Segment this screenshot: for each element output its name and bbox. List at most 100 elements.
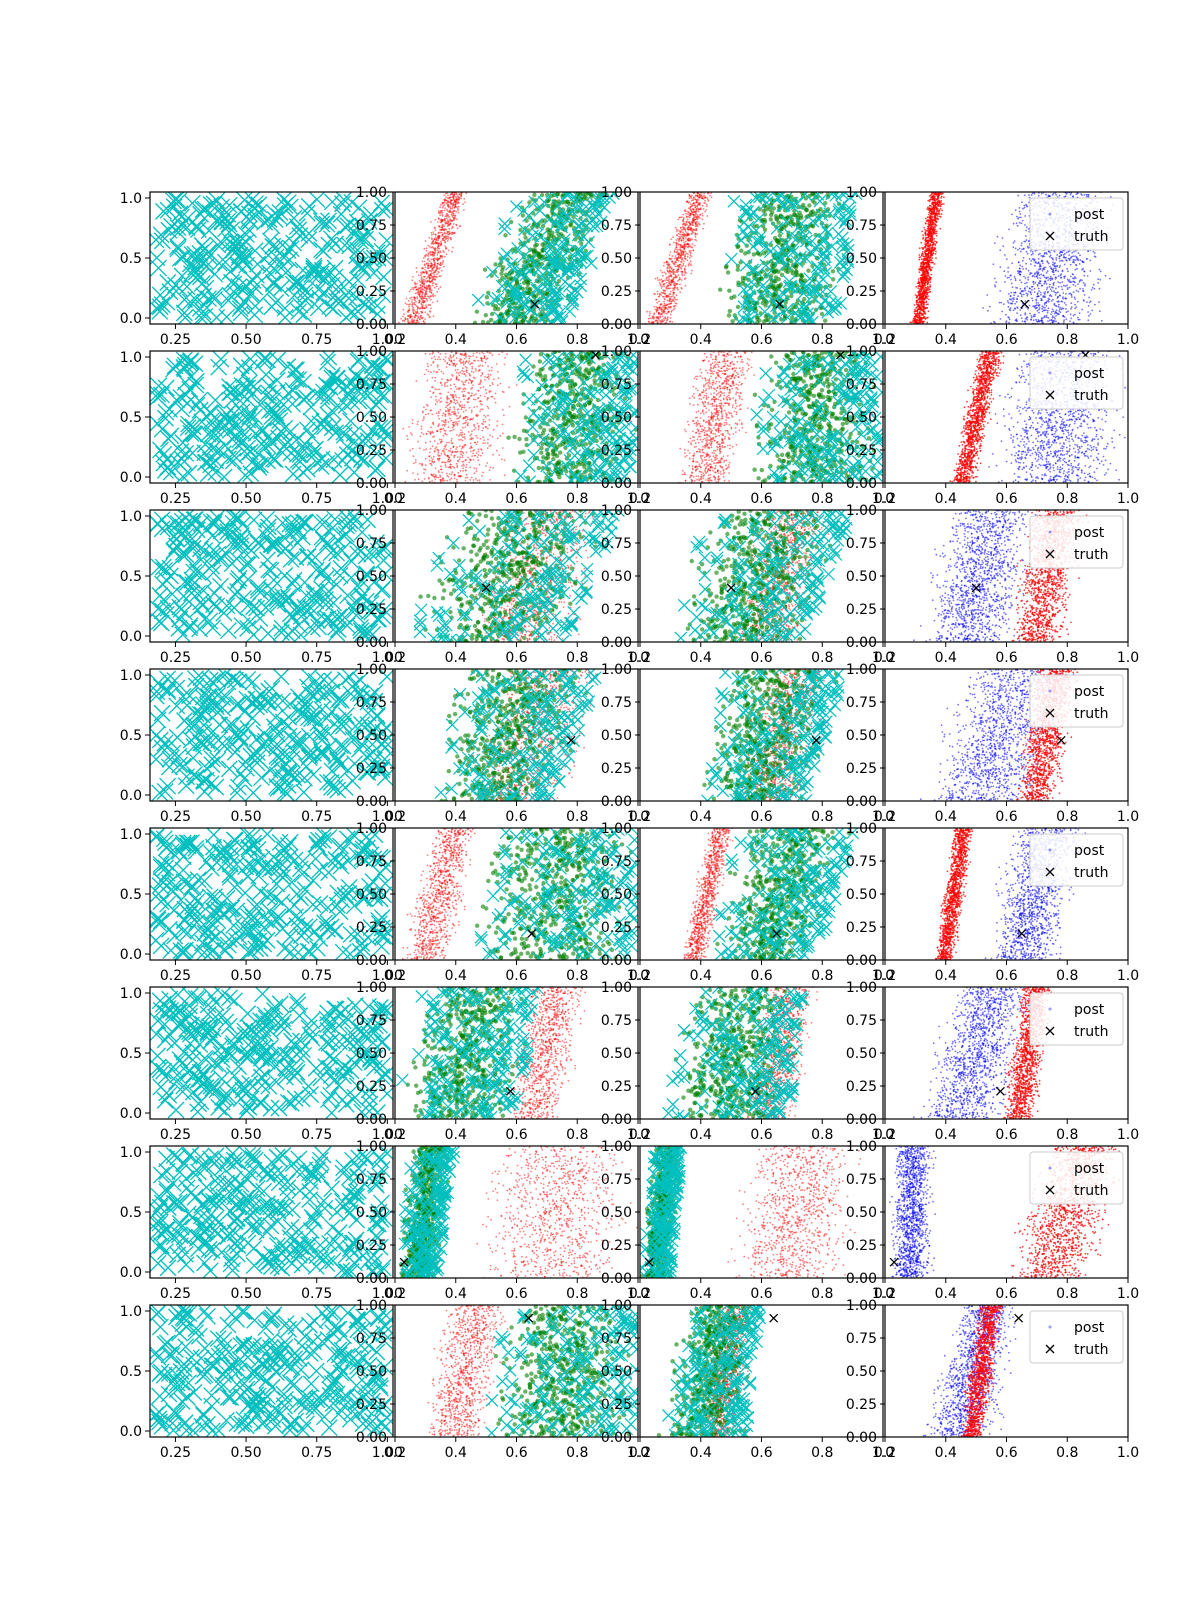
sample-marker	[767, 312, 781, 324]
red-point	[683, 278, 686, 280]
red-point	[660, 278, 663, 281]
post-point	[1056, 265, 1059, 267]
green-point	[742, 294, 748, 299]
red-point	[663, 285, 665, 288]
post-point	[1007, 266, 1010, 269]
post-point	[1053, 290, 1055, 293]
red-point	[428, 260, 431, 263]
sample-marker	[358, 290, 376, 308]
red-point	[439, 261, 442, 264]
post-point	[1047, 299, 1050, 302]
post-point	[1063, 302, 1066, 304]
post-point	[1031, 192, 1034, 195]
red-point	[426, 254, 428, 257]
sample-marker	[241, 285, 259, 303]
red-point	[700, 195, 703, 197]
sample-marker	[374, 286, 392, 304]
post-point	[1001, 310, 1004, 313]
red-point	[412, 276, 414, 278]
red-point	[446, 225, 449, 228]
post-point	[1079, 259, 1082, 262]
red-point	[441, 263, 444, 265]
green-point	[801, 202, 806, 208]
sample-marker	[841, 252, 855, 266]
post-point	[1070, 307, 1072, 310]
green-point	[802, 296, 807, 302]
green-point	[769, 259, 774, 264]
green-point	[736, 236, 741, 241]
red-point	[435, 239, 437, 242]
green-point	[540, 247, 545, 253]
post-point	[1011, 286, 1014, 289]
post-point	[1045, 309, 1047, 311]
post-point	[1045, 314, 1048, 317]
red-point	[663, 319, 665, 322]
post-point	[1052, 268, 1054, 271]
sample-marker	[373, 242, 391, 260]
red-point	[687, 245, 690, 248]
sample-marker	[274, 257, 292, 275]
sample-marker	[348, 288, 365, 306]
sample-marker	[349, 302, 367, 320]
red-point	[429, 316, 431, 318]
red-point	[917, 280, 920, 283]
post-point	[1065, 311, 1068, 313]
sample-marker	[518, 223, 531, 237]
post-point	[1027, 290, 1030, 293]
red-point	[664, 304, 667, 307]
red-point	[429, 286, 432, 288]
red-point	[669, 307, 672, 309]
post-point	[1021, 290, 1024, 293]
green-point	[472, 320, 478, 324]
sample-marker	[171, 205, 189, 223]
red-point	[702, 214, 704, 217]
green-point	[794, 254, 799, 260]
sample-marker	[534, 312, 548, 324]
post-point	[1075, 289, 1078, 292]
post-point	[1109, 196, 1112, 198]
red-point	[654, 277, 657, 280]
red-point	[421, 281, 424, 284]
green-point	[789, 315, 795, 320]
post-point	[1025, 226, 1028, 229]
post-point	[1083, 193, 1086, 196]
sample-marker	[565, 287, 579, 301]
red-point	[696, 218, 699, 221]
red-point	[683, 245, 685, 248]
red-point	[672, 298, 674, 301]
red-point	[673, 282, 676, 284]
sample-marker	[285, 209, 303, 227]
red-point	[693, 211, 696, 214]
post-point	[1087, 195, 1090, 198]
green-point	[789, 217, 795, 222]
red-point	[678, 239, 680, 242]
sample-marker	[173, 208, 190, 226]
sample-marker	[176, 309, 194, 324]
red-point	[439, 228, 441, 231]
sample-marker	[524, 303, 538, 317]
sample-marker	[312, 212, 330, 230]
red-point	[685, 233, 687, 236]
post-point	[1056, 300, 1059, 303]
y-tick-label: 0.25	[356, 284, 387, 300]
red-point	[418, 287, 420, 289]
red-point	[677, 268, 679, 271]
sample-marker	[375, 268, 393, 286]
post-point	[1017, 217, 1019, 220]
red-point	[413, 316, 416, 319]
sample-marker	[235, 192, 253, 209]
post-point	[1055, 309, 1058, 312]
red-point	[697, 208, 700, 211]
sample-marker	[270, 208, 288, 226]
red-point	[691, 231, 694, 233]
red-point	[687, 253, 689, 256]
post-point	[1013, 294, 1015, 297]
post-point	[1071, 273, 1074, 275]
post-point	[1074, 259, 1076, 261]
sample-marker	[171, 249, 189, 267]
red-point	[682, 254, 685, 256]
red-point	[439, 214, 442, 217]
red-point	[435, 237, 438, 240]
green-point	[493, 262, 498, 267]
post-point	[1033, 264, 1036, 267]
